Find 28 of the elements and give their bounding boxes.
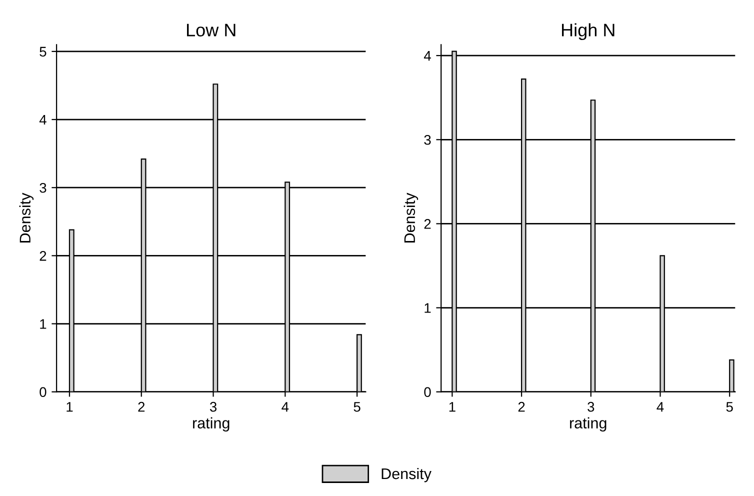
y-tick-label: 1 <box>40 319 46 329</box>
chart-title: High N <box>562 23 614 40</box>
y-axis-title: Density <box>19 192 34 242</box>
x-tick-label: 3 <box>210 402 217 412</box>
y-tick-label: 4 <box>39 115 46 125</box>
y-tick-label: 5 <box>40 46 46 57</box>
y-tick-label: 1 <box>424 303 431 313</box>
y-tick-label: 2 <box>424 219 431 229</box>
x-tick-label: 1 <box>449 402 456 412</box>
y-tick-label: 4 <box>424 51 431 61</box>
y-tick-label: 0 <box>40 387 46 398</box>
y-tick-label: 2 <box>40 251 46 261</box>
chart-title: Low N <box>187 24 236 36</box>
x-tick-label: 4 <box>282 402 289 412</box>
x-axis-title: rating <box>193 417 230 432</box>
y-axis-title: Density <box>404 192 418 242</box>
y-tick-label: 0 <box>424 387 431 398</box>
x-tick-label: 5 <box>726 402 733 412</box>
x-tick-label: 2 <box>518 402 525 412</box>
y-tick-label: 3 <box>424 134 431 145</box>
x-tick-label: 2 <box>138 402 145 412</box>
y-tick-label: 3 <box>40 182 46 193</box>
x-axis-title: rating <box>570 417 606 432</box>
x-tick-label: 5 <box>354 402 360 412</box>
x-tick-label: 3 <box>588 402 594 412</box>
legend-label: Density <box>382 468 432 482</box>
x-tick-label: 4 <box>656 402 664 412</box>
x-tick-label: 1 <box>66 402 73 412</box>
